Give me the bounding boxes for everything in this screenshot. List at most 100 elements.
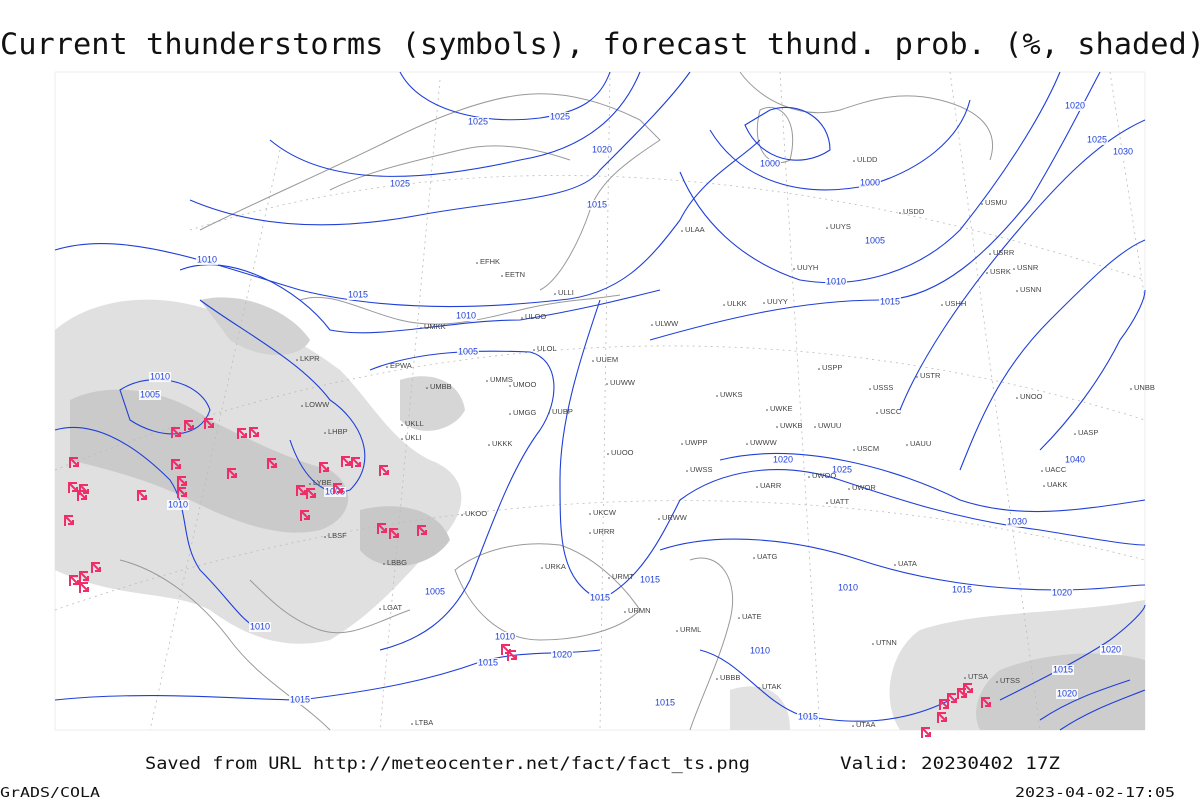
thunderstorm-symbol: [177, 476, 187, 487]
isobar-label: 1010: [168, 499, 188, 509]
isobar-label-bg: [589, 593, 611, 603]
station-label: EETN: [505, 270, 525, 279]
station-dot: [1041, 470, 1043, 472]
thunderstorm-symbol: [939, 699, 949, 710]
station-dot: [686, 470, 688, 472]
isobar-label-bg: [586, 200, 608, 210]
station-dot: [541, 567, 543, 569]
station-label: LTBA: [415, 718, 433, 727]
isobar-label: 1015: [640, 574, 660, 584]
station-label: LHBP: [328, 427, 348, 436]
station-label: ULLI: [558, 288, 574, 297]
station-label: USHH: [945, 299, 966, 308]
station-dot: [386, 366, 388, 368]
station-dot: [383, 563, 385, 565]
thunderstorm-symbol: [377, 523, 387, 534]
station-dot: [986, 272, 988, 274]
station-label: UWWW: [750, 438, 778, 447]
station-label: ULWW: [655, 319, 679, 328]
map-frame: 1025 1025 1025 1020 1015 1010 1015 1010 1005 1010…: [54, 71, 1155, 738]
station-label: USCM: [857, 444, 879, 453]
station-dot: [324, 432, 326, 434]
station-dot: [486, 380, 488, 382]
isobar-label: 1025: [832, 464, 852, 474]
isobar-label-bg: [1006, 517, 1028, 527]
station-dot: [533, 349, 535, 351]
station-label: UKKK: [492, 439, 512, 448]
isobar-label-bg: [859, 178, 881, 188]
isobar-label: 1010: [838, 582, 858, 592]
isobar-label: 1020: [1101, 644, 1121, 654]
station-dot: [763, 302, 765, 304]
station-label: UNBB: [1134, 383, 1155, 392]
isobar-label-bg: [1100, 645, 1122, 655]
thunderstorm-symbol: [300, 510, 310, 521]
isobar-label: 1025: [550, 111, 570, 121]
station-dot: [766, 409, 768, 411]
station-dot: [426, 387, 428, 389]
isobar-label: 1005: [865, 235, 885, 245]
station-dot: [826, 502, 828, 504]
prob-mid: [400, 376, 465, 431]
station-label: URMT: [612, 572, 634, 581]
station-label: UARR: [760, 481, 782, 490]
thunderstorm-symbol: [79, 582, 89, 593]
station-label: UATT: [830, 497, 849, 506]
station-label: EPWA: [390, 361, 412, 370]
isobar-label: 1020: [773, 454, 793, 464]
station-dot: [848, 488, 850, 490]
isobar-label: 1010: [826, 276, 846, 286]
station-label: UACC: [1045, 465, 1067, 474]
thunderstorm-symbol: [351, 457, 361, 468]
station-label: UMGG: [513, 408, 536, 417]
isobar-label: 1010: [750, 645, 770, 655]
station-dot: [606, 383, 608, 385]
station-dot: [676, 630, 678, 632]
isobar-label: 1015: [655, 697, 675, 707]
station-dot: [420, 327, 422, 329]
thunderstorm-symbol: [296, 485, 306, 496]
isobar-label-bg: [591, 145, 613, 155]
station-label: ULOL: [537, 344, 557, 353]
station-dot: [624, 611, 626, 613]
station-dot: [548, 412, 550, 414]
isobar-label: 1020: [1057, 688, 1077, 698]
station-label: USNN: [1020, 285, 1041, 294]
isobar-label: 1030: [1007, 516, 1027, 526]
station-label: UATE: [742, 612, 761, 621]
isobar-label: 1000: [760, 158, 780, 168]
prob-mid: [360, 506, 450, 567]
station-label: URKA: [545, 562, 566, 571]
isobar-label: 1030: [1113, 146, 1133, 156]
isobar-label-bg: [455, 311, 477, 321]
station-dot: [814, 426, 816, 428]
thunderstorm-symbol: [306, 488, 316, 499]
station-label: UWKB: [780, 421, 803, 430]
station-label: URRR: [593, 527, 615, 536]
station-label: UWUU: [818, 421, 841, 430]
station-label: UKOO: [465, 509, 487, 518]
station-dot: [554, 293, 556, 295]
station-label: UKLI: [405, 433, 422, 442]
station-dot: [301, 405, 303, 407]
isobar-label: 1015: [590, 592, 610, 602]
valid-time: Valid: 20230402 17Z: [840, 754, 1060, 774]
station-dot: [1074, 433, 1076, 435]
source-url: Saved from URL http://meteocenter.net/fa…: [145, 754, 750, 774]
station-label: UUBP: [552, 407, 573, 416]
station-label: USRR: [993, 248, 1015, 257]
station-label: UAUU: [910, 439, 931, 448]
station-label: USRK: [990, 267, 1011, 276]
prob-low: [730, 686, 790, 730]
station-label: UTNN: [876, 638, 897, 647]
station-label: USCC: [880, 407, 902, 416]
station-label: UAKK: [1047, 480, 1067, 489]
isobar-label: 1015: [478, 657, 498, 667]
station-dot: [589, 532, 591, 534]
station-label: UTSA: [968, 672, 988, 681]
station-label: USNR: [1017, 263, 1039, 272]
station-label: ULDD: [857, 155, 878, 164]
station-dot: [716, 678, 718, 680]
station-dot: [808, 476, 810, 478]
